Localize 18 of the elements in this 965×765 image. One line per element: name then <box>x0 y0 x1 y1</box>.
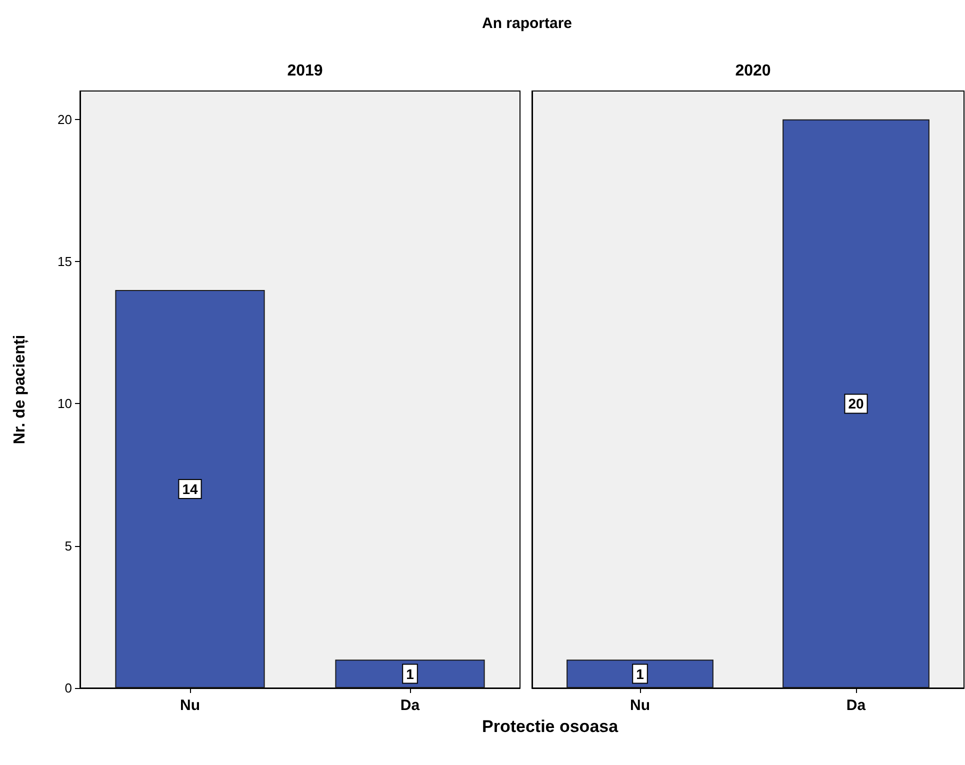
text: An raportare <box>482 15 572 32</box>
y-tick-label: 20 <box>58 112 72 127</box>
data-label: 1 <box>406 666 414 682</box>
x-tick-label: Nu <box>180 697 200 714</box>
y-axis-title: Nr. de pacienți <box>12 334 28 444</box>
chart-title: 2020 <box>735 62 771 80</box>
y-tick-label: 5 <box>64 538 72 554</box>
x-tick-label: Nu <box>630 697 650 714</box>
x-axis-title: Protectie osoasa <box>482 717 619 736</box>
data-label: 14 <box>182 481 198 497</box>
x-tick-label: Da <box>846 697 866 714</box>
y-tick-label: 10 <box>58 396 72 412</box>
x-tick-label: Da <box>400 697 420 714</box>
y-tick-label: 0 <box>64 680 72 696</box>
data-label: 20 <box>848 396 864 412</box>
y-tick-label: 15 <box>58 254 72 270</box>
data-label: 1 <box>636 666 644 682</box>
chart-title: 2019 <box>287 62 323 80</box>
